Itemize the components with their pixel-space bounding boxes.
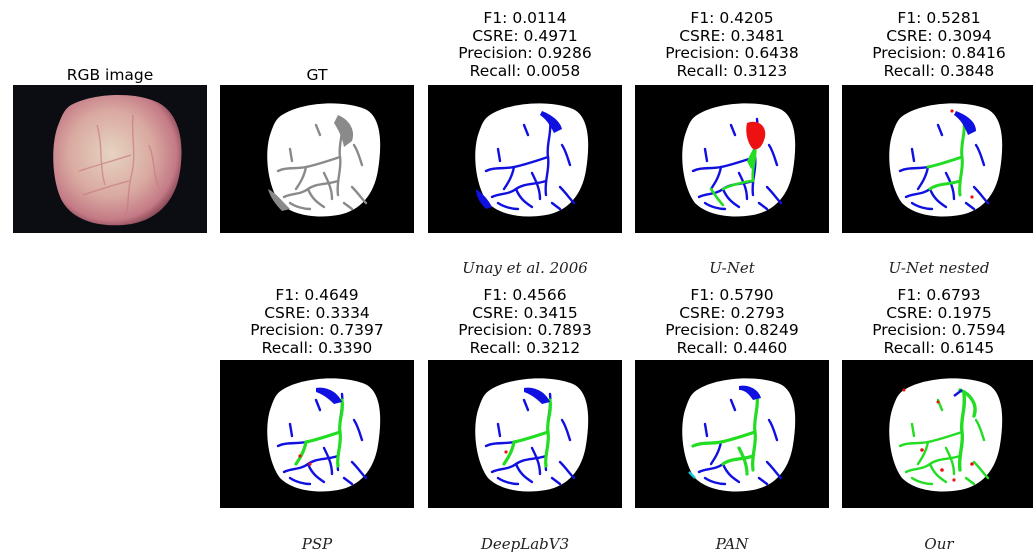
precision-score: Precision: 0.8249 [665, 321, 799, 339]
recall-score: Recall: 0.3848 [883, 61, 995, 80]
segmentation-image [842, 360, 1033, 508]
csre-score: CSRE: 0.2793 [679, 303, 785, 322]
panel-unet-nested: F1: 0.5281 CSRE: 0.3094 Precision: 0.841… [842, 0, 1033, 280]
csre-score: CSRE: 0.3334 [264, 303, 370, 322]
f1-score: F1: 0.5790 [690, 286, 774, 304]
f1-score: F1: 0.4566 [483, 286, 567, 304]
precision-score: Precision: 0.7893 [458, 321, 592, 339]
f1-score: F1: 0.5281 [897, 9, 981, 27]
csre-score: CSRE: 0.4971 [472, 26, 578, 45]
panel-unet: F1: 0.4205 CSRE: 0.3481 Precision: 0.643… [635, 0, 829, 280]
panel-unay: F1: 0.0114 CSRE: 0.4971 Precision: 0.928… [428, 0, 622, 280]
method-caption: DeepLabV3 [480, 535, 570, 553]
f1-score: F1: 0.0114 [483, 9, 567, 27]
precision-score: Precision: 0.7594 [872, 321, 1006, 339]
recall-score: Recall: 0.6145 [883, 338, 995, 357]
recall-score: Recall: 0.3212 [469, 338, 581, 357]
segmentation-image [220, 360, 414, 508]
segmentation-image [635, 360, 829, 508]
panel-psp: F1: 0.4649 CSRE: 0.3334 Precision: 0.739… [220, 277, 414, 554]
f1-score: F1: 0.4649 [275, 286, 359, 304]
csre-score: CSRE: 0.3094 [886, 26, 992, 45]
segmentation-image [635, 85, 829, 233]
gt-mask-image [220, 85, 414, 233]
panel-deeplabv3: F1: 0.4566 CSRE: 0.3415 Precision: 0.789… [428, 277, 622, 554]
recall-score: Recall: 0.0058 [469, 61, 581, 80]
recall-score: Recall: 0.3123 [676, 61, 788, 80]
precision-score: Precision: 0.9286 [458, 44, 592, 62]
segmentation-image [428, 360, 622, 508]
csre-score: CSRE: 0.1975 [886, 303, 992, 322]
rgb-apple-image [13, 85, 207, 233]
gt-title: GT [306, 66, 328, 84]
method-caption: PAN [715, 535, 749, 553]
f1-score: F1: 0.6793 [897, 286, 981, 304]
rgb-image-title: RGB image [66, 66, 154, 84]
method-caption: Our [924, 535, 954, 553]
csre-score: CSRE: 0.3481 [679, 26, 785, 45]
recall-score: Recall: 0.3390 [261, 338, 373, 357]
precision-score: Precision: 0.8416 [872, 44, 1006, 62]
method-caption: Unay et al. 2006 [462, 259, 588, 277]
segmentation-image [842, 85, 1033, 233]
panel-pan: F1: 0.5790 CSRE: 0.2793 Precision: 0.824… [635, 277, 829, 554]
f1-score: F1: 0.4205 [690, 9, 774, 27]
csre-score: CSRE: 0.3415 [472, 303, 578, 322]
method-caption: U-Net nested [888, 259, 990, 277]
panel-our: F1: 0.6793 CSRE: 0.1975 Precision: 0.759… [842, 277, 1033, 554]
precision-score: Precision: 0.7397 [250, 321, 384, 339]
precision-score: Precision: 0.6438 [665, 44, 799, 62]
method-caption: PSP [301, 535, 333, 553]
segmentation-image [428, 85, 622, 233]
recall-score: Recall: 0.4460 [676, 338, 788, 357]
method-caption: U-Net [709, 259, 755, 277]
